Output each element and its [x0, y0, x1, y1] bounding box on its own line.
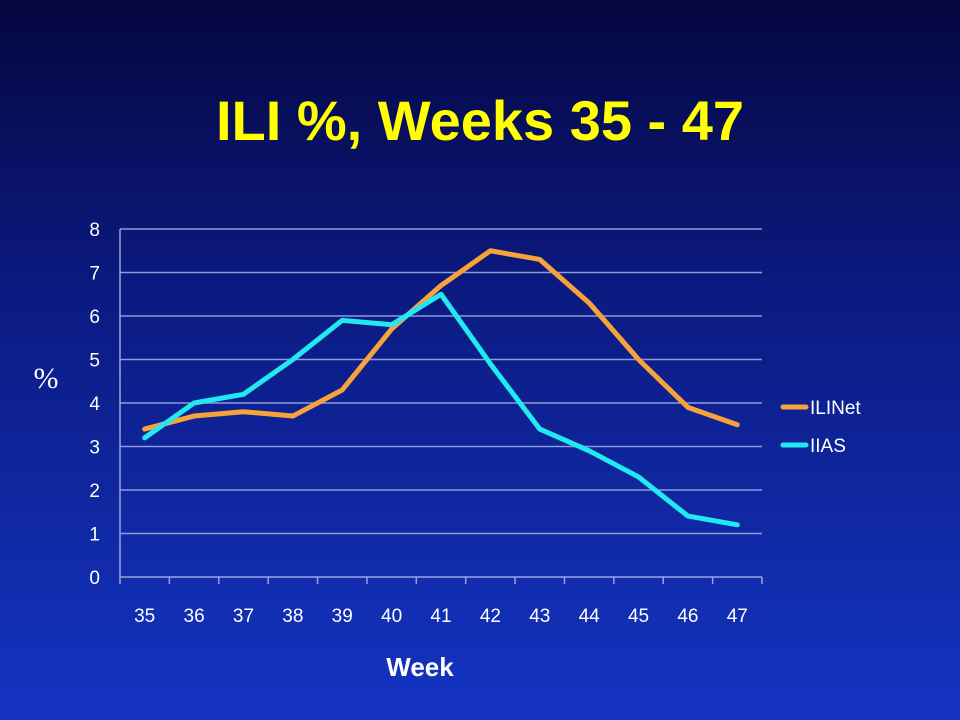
series-lines: [142, 248, 740, 528]
y-axis-ticks: 0 1 2 3 4 5 6 7 8: [89, 220, 100, 589]
x-tick-label: 36: [184, 606, 205, 627]
y-tick-label: 2: [89, 481, 100, 502]
y-tick-label: 3: [89, 438, 100, 459]
slide-title: ILI %, Weeks 35 - 47: [215, 89, 745, 152]
x-tick-label: 42: [480, 606, 501, 627]
x-tick-label: 37: [233, 606, 254, 627]
series-line-iias: [142, 291, 740, 528]
x-tick-label: 46: [677, 606, 698, 627]
x-tick-label: 35: [134, 606, 155, 627]
y-tick-label: 5: [89, 351, 100, 372]
y-tick-label: 1: [89, 525, 100, 546]
x-tick-label: 44: [579, 606, 601, 627]
x-axis-label: Week: [386, 652, 454, 682]
gridlines: [120, 228, 762, 535]
x-tick-label: 39: [332, 606, 353, 627]
legend-label-iias: IIAS: [810, 436, 846, 457]
x-axis-ticks: 35 36 37 38 39 40 41 42 43 44 45 46 47: [134, 606, 748, 627]
x-tick-label: 45: [628, 606, 649, 627]
y-tick-label: 6: [89, 307, 100, 328]
legend-label-ilinet: ILINet: [810, 398, 861, 419]
y-tick-label: 0: [89, 568, 100, 589]
x-tick-label: 43: [529, 606, 550, 627]
y-tick-label: 4: [89, 394, 100, 415]
y-axis-label: %: [34, 362, 59, 395]
x-tick-label: 41: [430, 606, 451, 627]
x-tick-label: 38: [282, 606, 303, 627]
y-tick-label: 8: [89, 220, 100, 241]
axes: [119, 229, 763, 584]
x-tick-label: 47: [727, 606, 748, 627]
series-line-ilinet: [142, 248, 740, 432]
legend: ILINet IIAS: [780, 398, 861, 457]
x-tick-label: 40: [381, 606, 402, 627]
y-tick-label: 7: [89, 264, 100, 285]
